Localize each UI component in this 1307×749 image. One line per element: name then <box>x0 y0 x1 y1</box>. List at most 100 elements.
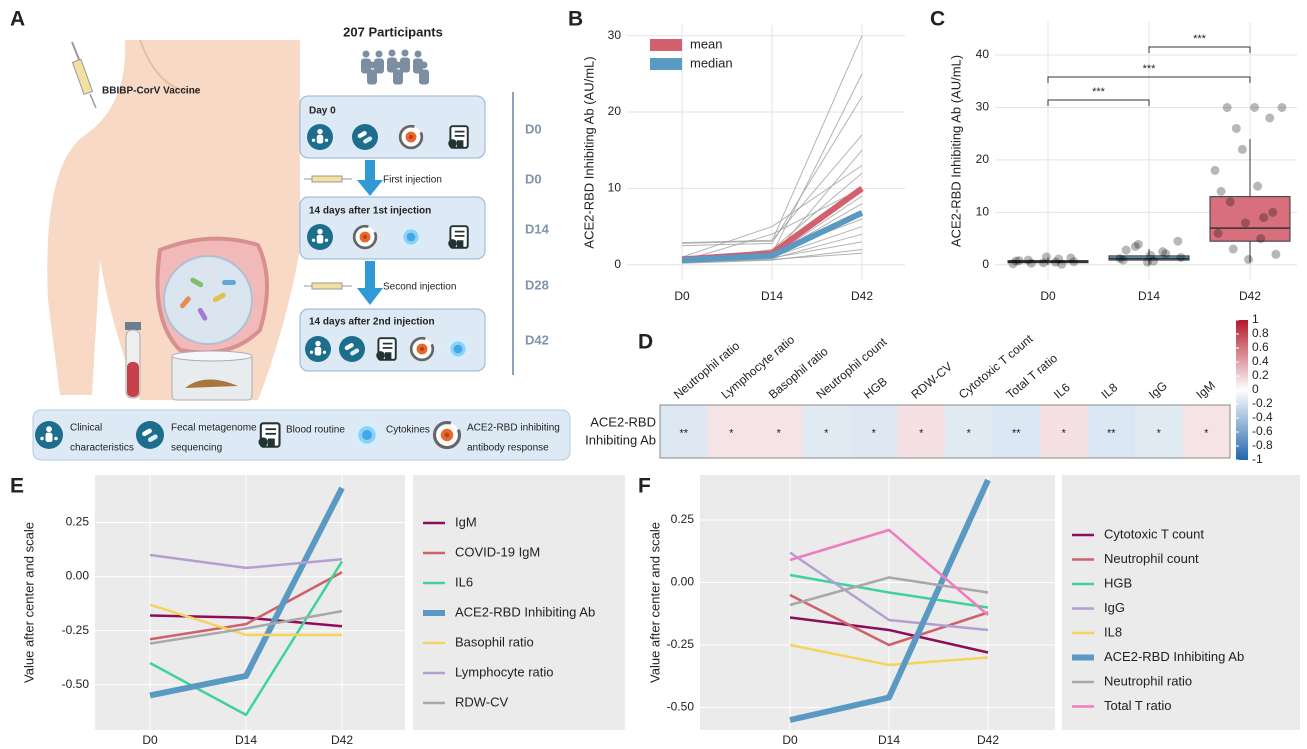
legend-label: IL8 <box>1104 624 1122 639</box>
data-point <box>1229 245 1238 254</box>
panel-label: C <box>930 8 945 31</box>
panel-label: B <box>568 8 583 31</box>
x-tick-label: D14 <box>878 733 900 747</box>
data-point <box>1253 182 1262 191</box>
timeline-label: D0 <box>525 121 542 136</box>
significance-label: * <box>872 427 877 439</box>
column-label: IL6 <box>1051 380 1073 402</box>
legend-background <box>413 475 625 730</box>
significance-label: *** <box>1193 33 1207 45</box>
legend-label: Lymphocyte ratio <box>455 664 554 679</box>
significance-label: * <box>1204 427 1209 439</box>
figure: A B C D E F BBIBP-CorV Vaccine 207 Parti… <box>0 0 1307 749</box>
data-point <box>1211 166 1220 175</box>
timeline-label: D28 <box>525 277 549 292</box>
colorbar-label: 0.6 <box>1252 340 1269 354</box>
panel-label: A <box>10 8 25 31</box>
participants-label: 207 Participants <box>343 24 443 39</box>
data-point <box>1268 208 1277 217</box>
row-label: ACE2-RBD <box>590 414 656 429</box>
data-point <box>1027 259 1036 268</box>
significance-label: ** <box>1107 427 1116 439</box>
step-title: 14 days after 2nd injection <box>309 317 435 328</box>
timeline-label: D0 <box>525 171 542 186</box>
data-point <box>1256 234 1265 243</box>
icon <box>411 338 433 360</box>
colorbar-label: 1 <box>1252 312 1259 326</box>
injection-label: First injection <box>383 175 442 186</box>
x-tick-label: D42 <box>331 733 353 747</box>
step-title: Day 0 <box>309 106 336 117</box>
y-tick-label: -0.50 <box>667 700 695 714</box>
plot-background <box>95 475 405 730</box>
legend-label: median <box>690 55 733 70</box>
significance-label: * <box>824 427 829 439</box>
significance-label: *** <box>1092 86 1106 98</box>
legend-label: Total T ratio <box>1104 698 1171 713</box>
data-point <box>1149 257 1158 266</box>
x-tick-label: D14 <box>1138 289 1160 303</box>
data-point <box>1223 103 1232 112</box>
data-point <box>1238 145 1247 154</box>
legend-label: IgM <box>455 514 477 529</box>
timeline-label: D42 <box>525 332 549 347</box>
participants-icon <box>361 50 429 85</box>
data-point <box>1042 252 1051 261</box>
data-point <box>1134 240 1143 249</box>
legend-label: Neutrophil count <box>1104 551 1199 566</box>
significance-label: ** <box>1012 427 1021 439</box>
legend-label: COVID-19 IgM <box>455 544 540 559</box>
colorbar-label: 0 <box>1252 382 1259 396</box>
step-title: 14 days after 1st injection <box>309 206 431 217</box>
colorbar-label: -0.6 <box>1252 424 1273 438</box>
icon <box>448 126 468 148</box>
legend-text: Blood routine <box>286 425 345 436</box>
x-tick-label: D0 <box>142 733 158 747</box>
y-tick-label: 40 <box>976 47 990 61</box>
y-tick-label: 20 <box>976 152 990 166</box>
data-point <box>1226 197 1235 206</box>
y-axis-title: Value after center and scale <box>647 522 662 683</box>
data-point <box>1259 213 1268 222</box>
data-point <box>1277 103 1286 112</box>
icon <box>339 336 365 362</box>
x-tick-label: D14 <box>761 289 783 303</box>
data-point <box>1119 256 1128 265</box>
icon <box>352 124 378 150</box>
legend-text: antibody response <box>467 443 549 454</box>
data-point <box>1122 246 1131 255</box>
data-point <box>1271 250 1280 259</box>
y-tick-label: 20 <box>608 104 622 118</box>
icon <box>307 224 333 250</box>
icon <box>399 225 423 249</box>
data-point <box>1232 124 1241 133</box>
significance-label: ** <box>679 427 688 439</box>
legend-text: Cytokines <box>386 425 430 436</box>
data-point <box>1241 218 1250 227</box>
blood-tube <box>125 322 141 398</box>
plot-background <box>700 475 1055 730</box>
colorbar-label: -1 <box>1252 452 1263 466</box>
significance-label: * <box>777 427 782 439</box>
data-point <box>1015 256 1024 265</box>
legend-label: IL6 <box>455 574 473 589</box>
row-label: Inhibiting Ab <box>585 432 656 447</box>
significance-label: *** <box>1143 63 1157 75</box>
legend-background <box>1062 475 1300 730</box>
column-label: HGB <box>861 374 890 401</box>
icon <box>400 126 422 148</box>
colorbar-label: -0.4 <box>1252 410 1273 424</box>
legend-label: RDW-CV <box>455 694 509 709</box>
y-tick-label: 10 <box>976 205 990 219</box>
colorbar-label: 0.4 <box>1252 354 1269 368</box>
y-tick-label: 30 <box>608 28 622 42</box>
intestine <box>158 239 268 353</box>
icon <box>435 423 460 448</box>
vaccine-label: BBIBP-CorV Vaccine <box>102 86 201 97</box>
legend-label: HGB <box>1104 575 1132 590</box>
legend-text: ACE2-RBD inhibiting <box>467 423 560 434</box>
y-axis-title: ACE2-RBD Inhibiting Ab (AU/mL) <box>948 55 963 247</box>
y-axis-title: Value after center and scale <box>21 522 36 683</box>
y-tick-label: -0.50 <box>62 677 90 691</box>
y-tick-label: 0.25 <box>66 515 90 529</box>
